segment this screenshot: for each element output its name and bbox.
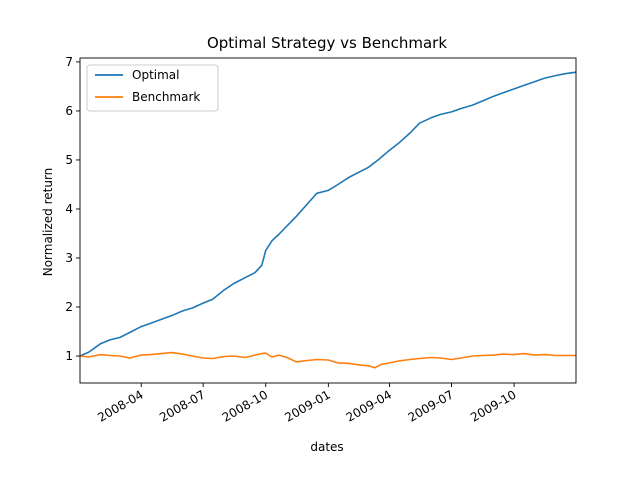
y-axis-label: Normalized return — [41, 168, 55, 277]
y-tick-label: 4 — [65, 202, 73, 216]
y-tick-label: 2 — [65, 300, 73, 314]
y-tick-label: 3 — [65, 251, 73, 265]
legend-label-optimal: Optimal — [132, 68, 179, 82]
y-tick-label: 5 — [65, 153, 73, 167]
y-tick-label: 6 — [65, 104, 73, 118]
legend-box — [86, 64, 219, 112]
y-tick-label: 7 — [65, 55, 73, 69]
x-axis-label: dates — [310, 440, 343, 454]
series-line-optimal — [79, 71, 577, 357]
chart-title: Optimal Strategy vs Benchmark — [207, 34, 447, 52]
legend-label-benchmark: Benchmark — [132, 90, 200, 104]
legend: Optimal Benchmark — [86, 64, 219, 112]
series-line-benchmark — [79, 351, 576, 369]
y-tick-label: 1 — [65, 349, 73, 363]
